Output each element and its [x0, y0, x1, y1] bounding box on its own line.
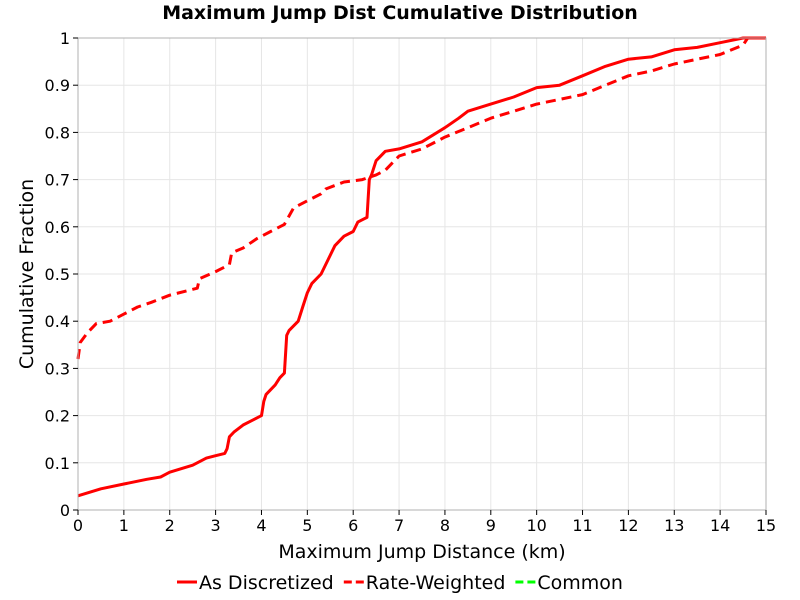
y-tick-label: 0.5 — [45, 265, 70, 284]
x-tick-label: 1 — [119, 516, 129, 535]
x-tick-label: 12 — [618, 516, 638, 535]
series-line-0 — [77, 36, 766, 498]
series-lines — [76, 36, 766, 498]
legend-label: As Discretized — [199, 572, 334, 594]
y-tick-label: 0.4 — [45, 312, 70, 331]
series-line-1 — [76, 36, 766, 360]
x-tick-label: 2 — [165, 516, 175, 535]
y-tick-label: 0.8 — [45, 123, 70, 142]
y-tick-label: 1 — [60, 29, 70, 48]
legend: As Discretized Rate-Weighted Common — [177, 572, 623, 594]
legend-item: Rate-Weighted — [343, 572, 506, 594]
x-tick-label: 10 — [526, 516, 546, 535]
x-tick-label: 7 — [394, 516, 404, 535]
legend-label: Rate-Weighted — [366, 572, 506, 594]
x-tick-label: 5 — [302, 516, 312, 535]
y-tick-label: 0.1 — [45, 454, 70, 473]
x-tick-label: 6 — [348, 516, 358, 535]
y-axis-label: Cumulative Fraction — [16, 179, 38, 369]
x-tick-label: 14 — [710, 516, 730, 535]
y-tick-label: 0.7 — [45, 171, 70, 190]
legend-item: Common — [515, 572, 623, 594]
y-tick-label: 0 — [60, 501, 70, 520]
x-tick-label: 8 — [440, 516, 450, 535]
x-tick-label: 15 — [756, 516, 776, 535]
legend-item: As Discretized — [177, 572, 334, 594]
x-tick-label: 4 — [256, 516, 266, 535]
x-tick-label: 3 — [211, 516, 221, 535]
y-tick-label: 0.3 — [45, 359, 70, 378]
x-tick-label: 11 — [572, 516, 592, 535]
x-tick-label: 9 — [486, 516, 496, 535]
x-tick-label: 0 — [73, 516, 83, 535]
chart-title: Maximum Jump Dist Cumulative Distributio… — [162, 2, 638, 24]
y-tick-label: 0.9 — [45, 76, 70, 95]
x-axis-label: Maximum Jump Distance (km) — [278, 541, 565, 563]
x-tick-label: 13 — [664, 516, 684, 535]
legend-label: Common — [537, 572, 623, 594]
y-tick-label: 0.6 — [45, 218, 70, 237]
y-tick-label: 0.2 — [45, 407, 70, 426]
axis-ticks: 0 1 2 3 4 5 6 7 8 9 10 11 12 13 14 1500.10.20.30.40.50.… — [45, 29, 777, 535]
